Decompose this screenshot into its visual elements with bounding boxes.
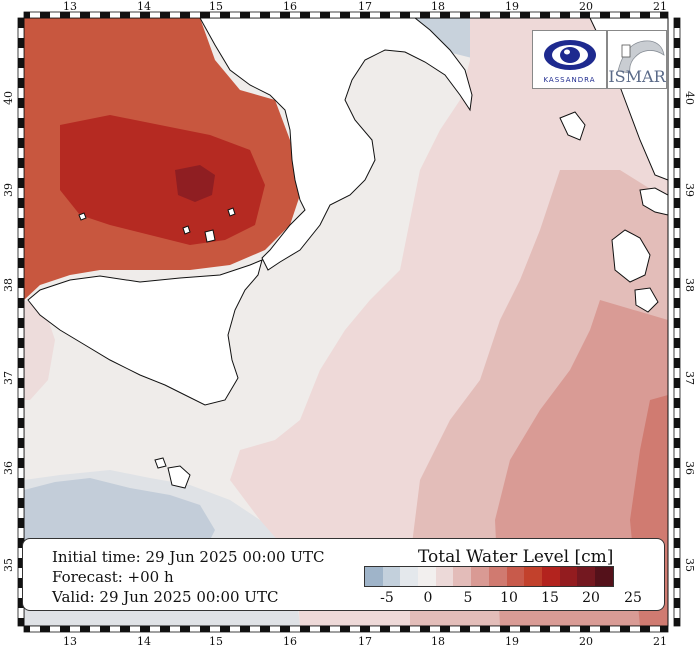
lat-tick-right-40: 40 [683,91,696,105]
colorbar-cell [365,567,383,586]
colorbar-cell [453,567,472,586]
sea-zone-west [24,300,55,400]
colorbar-label: 15 [541,590,559,606]
ismar-logo-text: ISMAR [608,67,666,86]
lon-tick-top-15: 15 [209,0,223,13]
colorbar-cell [541,567,560,586]
lat-tick-left-39: 39 [2,183,15,197]
lon-tick-bottom-20: 20 [579,635,593,648]
lon-tick-bottom-21: 21 [653,635,667,648]
info-legend-panel: Initial time: 29 Jun 2025 00:00 UTC Fore… [22,538,665,611]
longitude-ticks-bottom: 13 14 15 16 17 18 19 20 21 [63,635,667,648]
colorbar-cell [577,567,595,586]
colorbar [364,566,614,587]
map-frame [17,11,681,633]
legend-title: Total Water Level [cm] [418,547,614,567]
malta [167,465,191,489]
latitude-ticks-left: 35 36 37 38 39 40 [2,91,15,572]
colorbar-cell [488,567,507,586]
lon-tick-bottom-17: 17 [358,635,372,648]
colorbar-cell [471,567,489,586]
colorbar-label: 5 [463,590,473,606]
lat-tick-right-36: 36 [683,461,696,475]
sicily [27,259,263,406]
lon-tick-bottom-13: 13 [63,635,77,648]
colorbar-cell [400,567,419,586]
ismar-logo: ISMAR [607,30,667,89]
lat-tick-left-37: 37 [2,371,15,385]
ustica [78,212,87,221]
initial-time-label: Initial time: 29 Jun 2025 00:00 UTC [52,548,325,566]
aeolian-island-3 [227,207,236,217]
sea-zone-red-darkest [175,165,215,202]
aeolian-island-2 [182,225,191,235]
lon-tick-bottom-14: 14 [137,635,151,648]
valid-time-label: Valid: 29 Jun 2025 00:00 UTC [52,588,279,606]
colorbar-cell [382,567,401,586]
forecast-label: Forecast: +00 h [52,568,174,586]
colorbar-label: -5 [380,590,394,606]
greek-island-1 [559,111,586,141]
colorbar-cell [506,567,525,586]
sea-zone-red-strong [60,115,265,245]
greek-island-3 [634,287,659,313]
colorbar-label: 20 [582,590,600,606]
colorbar-cell [594,567,613,586]
kassandra-eye-icon [544,40,596,70]
colorbar-label: 0 [423,590,433,606]
kassandra-logo-text: KASSANDRA [543,76,596,84]
lon-tick-bottom-15: 15 [209,635,223,648]
lon-tick-top-16: 16 [283,0,297,13]
lat-tick-right-37: 37 [683,371,696,385]
lon-tick-top-17: 17 [358,0,372,13]
kassandra-logo: KASSANDRA [532,30,607,89]
lon-tick-top-20: 20 [579,0,593,13]
lon-tick-top-13: 13 [63,0,77,13]
latitude-ticks-right: 35 36 37 38 39 40 [683,91,696,572]
lon-tick-bottom-18: 18 [431,635,445,648]
lon-tick-top-14: 14 [137,0,151,13]
colorbar-label: 25 [624,590,642,606]
lat-tick-right-35: 35 [683,558,696,572]
aeolian-island [204,229,216,243]
lon-tick-top-19: 19 [505,0,519,13]
lat-tick-left-38: 38 [2,278,15,292]
lon-tick-top-21: 21 [653,0,667,13]
lon-tick-top-18: 18 [431,0,445,13]
greek-island-2 [611,229,651,283]
colorbar-cell [524,567,542,586]
lon-tick-bottom-16: 16 [283,635,297,648]
italy-mainland [199,17,473,271]
colorbar-cell [559,567,578,586]
lat-tick-left-35: 35 [2,558,15,572]
lat-tick-left-40: 40 [2,91,15,105]
longitude-ticks-top: 13 14 15 16 17 18 19 20 21 [63,0,667,13]
colorbar-cell [418,567,436,586]
lat-tick-right-38: 38 [683,278,696,292]
lat-tick-right-39: 39 [683,183,696,197]
colorbar-label: 10 [500,590,518,606]
ismar-wave-icon [617,40,665,74]
lat-tick-left-36: 36 [2,461,15,475]
gozo [154,457,167,469]
lon-tick-bottom-19: 19 [505,635,519,648]
colorbar-cell [435,567,454,586]
